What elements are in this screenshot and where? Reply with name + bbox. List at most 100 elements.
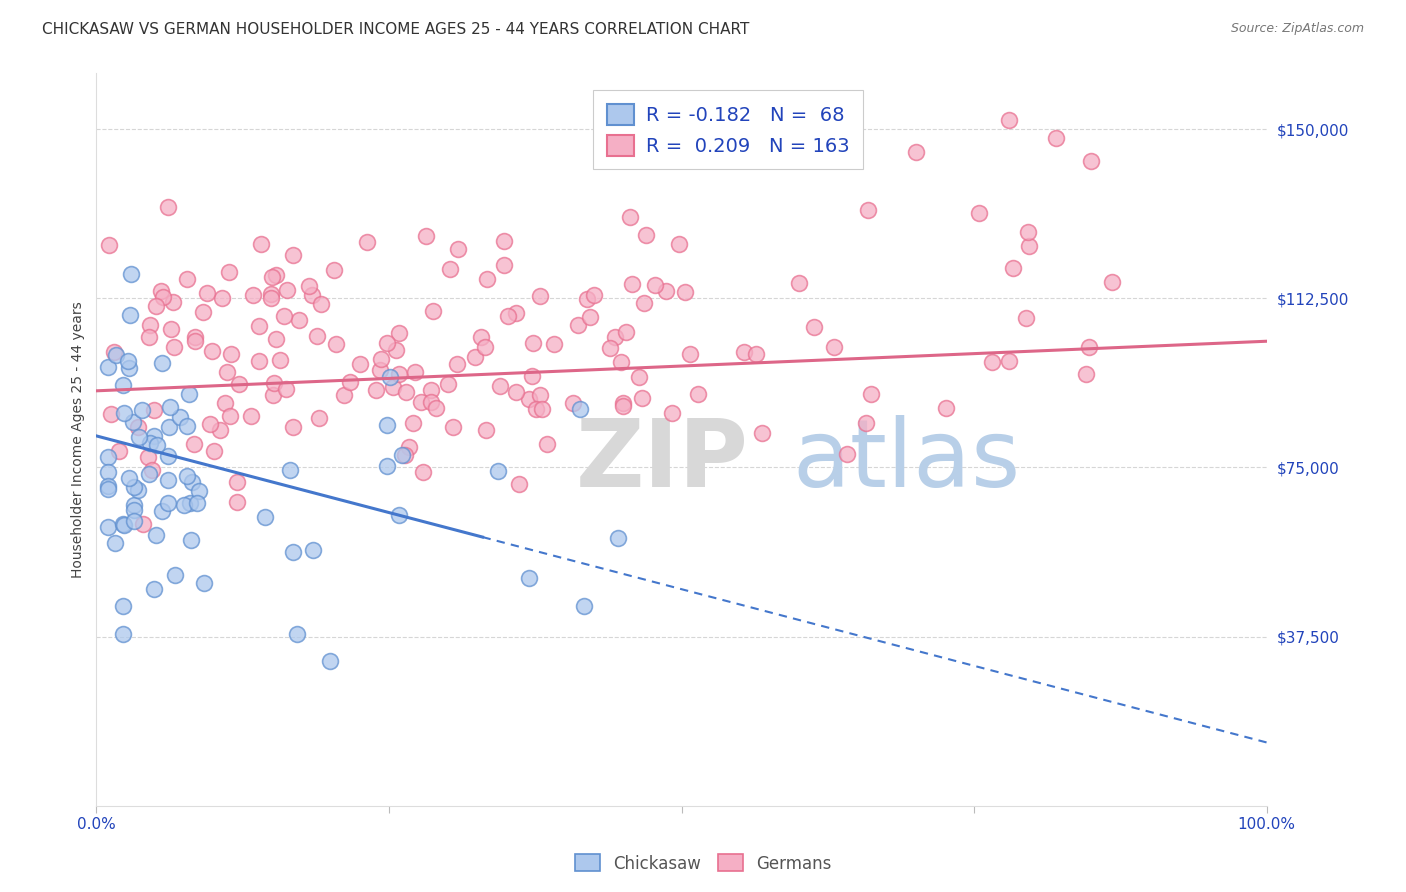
Point — [673, 285, 696, 299]
Point — [619, 211, 641, 225]
Point — [112, 405, 135, 419]
Point — [368, 362, 391, 376]
Point — [150, 356, 173, 370]
Point — [184, 334, 207, 348]
Point — [152, 290, 174, 304]
Point — [264, 332, 287, 346]
Point — [145, 528, 167, 542]
Point — [443, 420, 465, 434]
Point — [180, 533, 202, 547]
Point — [118, 360, 141, 375]
Point — [283, 419, 305, 434]
Point — [298, 278, 321, 293]
Point — [122, 502, 145, 516]
Point — [209, 423, 232, 437]
Point — [636, 228, 658, 243]
Point — [614, 325, 637, 339]
Point — [118, 308, 141, 322]
Point — [787, 276, 810, 290]
Point — [193, 576, 215, 591]
Point — [474, 340, 496, 354]
Point — [283, 248, 305, 262]
Point — [385, 343, 408, 357]
Point — [1018, 238, 1040, 252]
Point — [181, 475, 204, 489]
Point — [349, 357, 371, 371]
Point — [157, 449, 180, 463]
Point — [188, 483, 211, 498]
Point — [247, 354, 270, 368]
Point — [100, 407, 122, 421]
Point — [260, 287, 283, 301]
Point — [578, 310, 600, 325]
Point — [156, 496, 179, 510]
Point — [633, 295, 655, 310]
Point — [402, 416, 425, 430]
Point — [1017, 226, 1039, 240]
Point — [264, 268, 287, 282]
Point — [138, 467, 160, 481]
Point — [121, 267, 143, 281]
Point — [103, 536, 125, 550]
Point — [122, 514, 145, 528]
Point — [644, 277, 666, 292]
Point — [176, 419, 198, 434]
Point — [935, 401, 957, 416]
Point — [186, 496, 208, 510]
Point — [176, 271, 198, 285]
Text: CHICKASAW VS GERMAN HOUSEHOLDER INCOME AGES 25 - 44 YEARS CORRELATION CHART: CHICKASAW VS GERMAN HOUSEHOLDER INCOME A… — [42, 22, 749, 37]
Point — [860, 386, 883, 401]
Point — [475, 423, 498, 437]
Point — [183, 330, 205, 344]
Point — [218, 409, 240, 424]
Point — [191, 305, 214, 319]
Point — [149, 285, 172, 299]
Point — [803, 320, 825, 334]
Point — [1078, 340, 1101, 354]
Point — [395, 384, 418, 399]
Point — [375, 336, 398, 351]
Point — [1001, 260, 1024, 275]
Point — [375, 458, 398, 473]
Point — [388, 508, 411, 522]
Point — [250, 237, 273, 252]
Point — [159, 400, 181, 414]
Point — [254, 509, 277, 524]
Point — [319, 654, 342, 668]
Point — [628, 370, 651, 384]
Point — [97, 450, 120, 465]
Point — [111, 378, 134, 392]
Point — [211, 291, 233, 305]
Point — [486, 464, 509, 478]
Point — [173, 498, 195, 512]
Point — [477, 272, 499, 286]
Point — [837, 447, 859, 461]
Point — [543, 337, 565, 351]
Point — [260, 291, 283, 305]
Point — [280, 463, 302, 477]
Point — [520, 369, 543, 384]
Point — [117, 354, 139, 368]
Point — [169, 409, 191, 424]
Point — [339, 375, 361, 389]
Point — [118, 471, 141, 485]
Point — [103, 344, 125, 359]
Point — [412, 465, 434, 479]
Point — [156, 200, 179, 214]
Point — [572, 599, 595, 613]
Point — [97, 520, 120, 534]
Point — [200, 417, 222, 431]
Point — [183, 436, 205, 450]
Point — [505, 306, 527, 320]
Point — [733, 345, 755, 359]
Point — [142, 429, 165, 443]
Point — [311, 297, 333, 311]
Text: Source: ZipAtlas.com: Source: ZipAtlas.com — [1230, 22, 1364, 36]
Point — [420, 394, 443, 409]
Point — [823, 340, 845, 354]
Point — [274, 382, 297, 396]
Point — [104, 348, 127, 362]
Legend: Chickasaw, Germans: Chickasaw, Germans — [568, 847, 838, 880]
Point — [998, 354, 1021, 368]
Point — [141, 463, 163, 477]
